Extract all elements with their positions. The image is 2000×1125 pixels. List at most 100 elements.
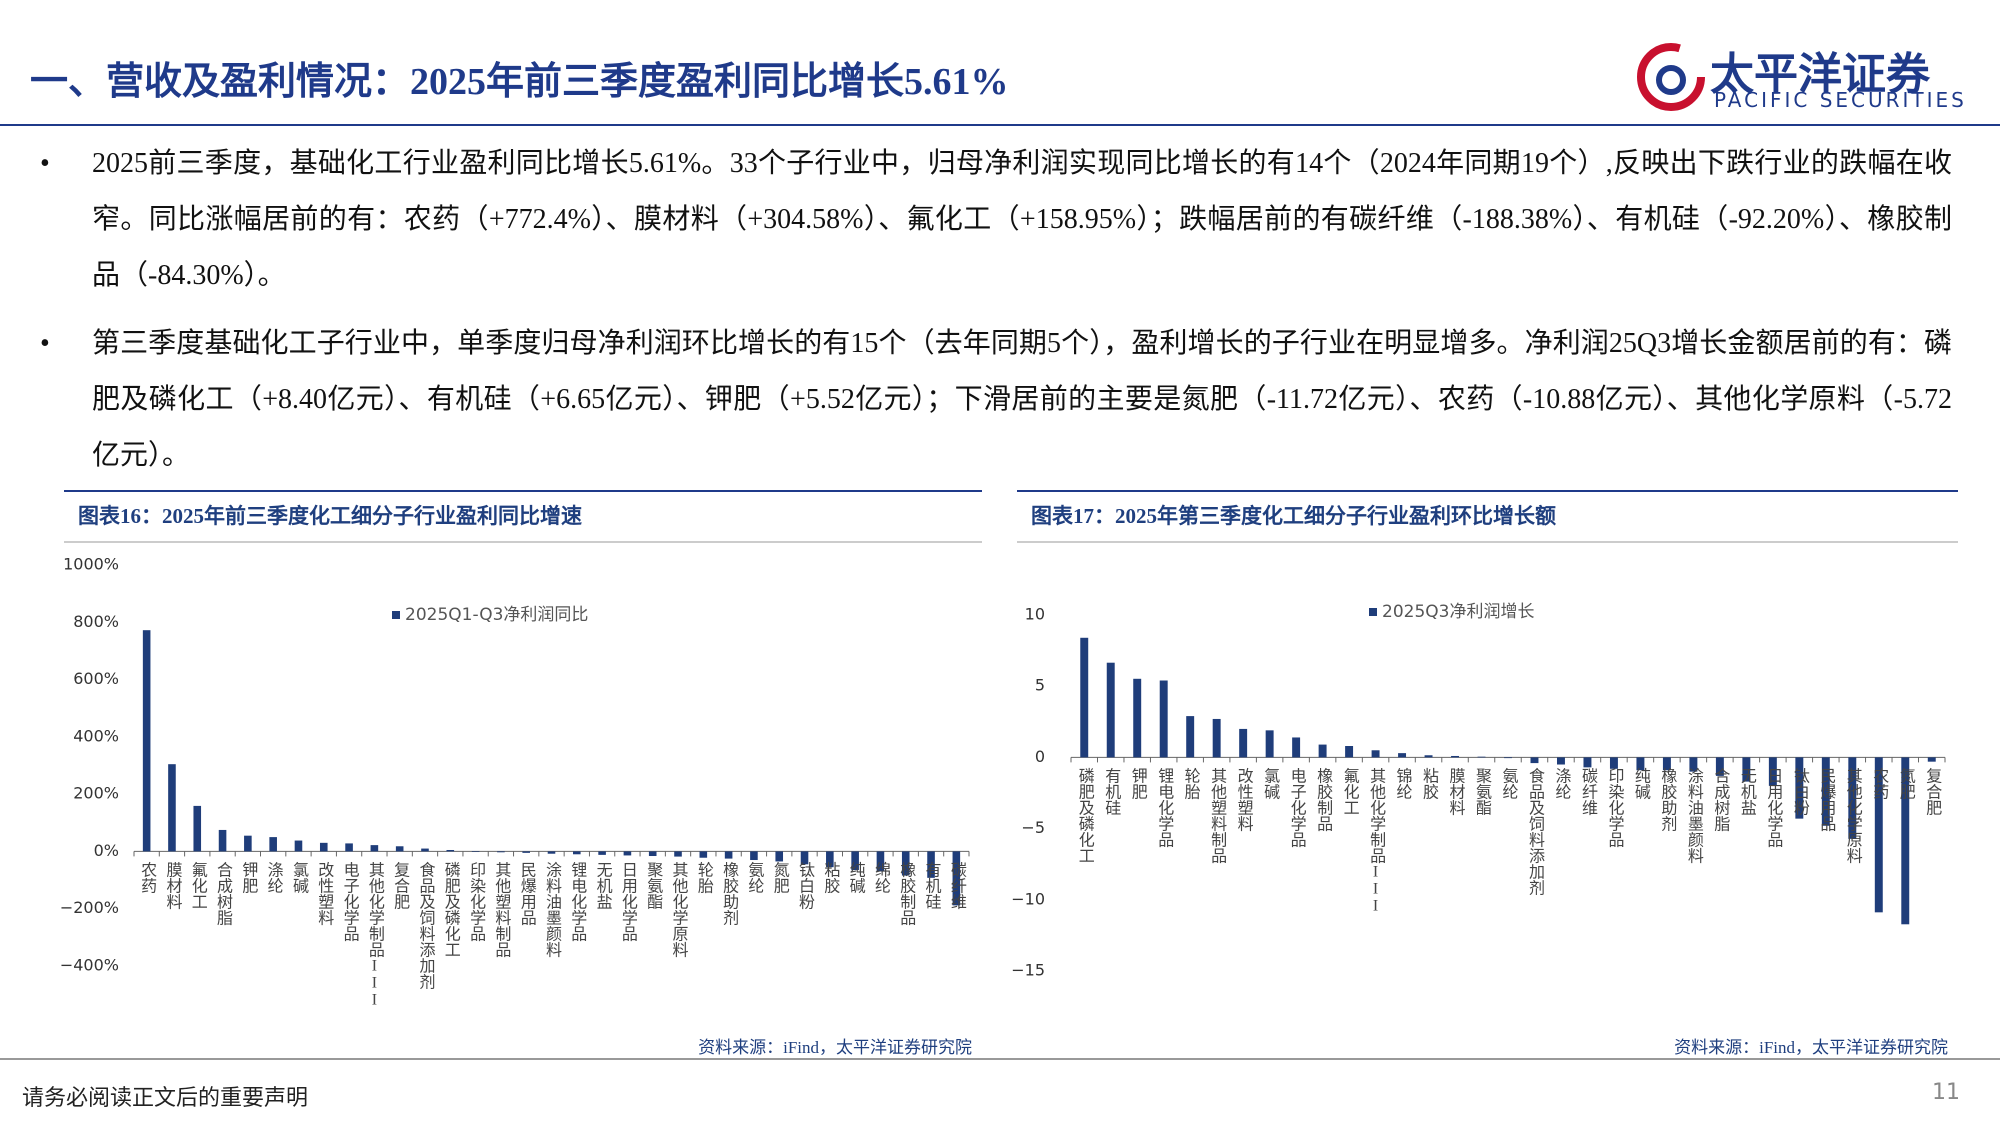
bar xyxy=(1239,728,1248,758)
x-tick-label: 有机硅 xyxy=(1102,767,1121,815)
x-tick-label: 绵纶 xyxy=(872,861,891,893)
bar xyxy=(1345,746,1354,758)
x-tick-label: 橡胶助剂 xyxy=(720,861,739,926)
bar xyxy=(1901,757,1910,925)
bar xyxy=(168,764,176,852)
x-tick-label: 磷肥及磷化工 xyxy=(1076,767,1095,863)
bar xyxy=(952,851,961,906)
bar xyxy=(800,851,809,865)
y-tick-label: −10 xyxy=(1011,889,1045,908)
bar xyxy=(1742,757,1751,782)
bullet-text: 第三季度基础化工子行业中，单季度归母净利润环比增长的有15个（去年同期5个），盈… xyxy=(92,328,1952,471)
x-tick-label: 民爆用品 xyxy=(518,861,537,925)
x-tick-label: 电子化学品 xyxy=(341,861,360,941)
bar xyxy=(1768,757,1777,786)
x-tick-label: 农药 xyxy=(138,861,157,894)
y-tick-label: −5 xyxy=(1021,818,1045,837)
bar xyxy=(851,851,859,871)
y-tick-label: 5 xyxy=(1035,676,1045,695)
bar xyxy=(1504,757,1512,759)
x-tick-label: 其他化学制品III xyxy=(1367,767,1386,914)
x-tick-label: 电子化学品 xyxy=(1288,767,1307,847)
bar xyxy=(648,851,657,857)
logo-text: 太平洋证券 xyxy=(1710,49,1930,100)
x-tick-label: 氟化工 xyxy=(189,861,208,909)
x-tick-label: 轮胎 xyxy=(1182,767,1201,800)
x-tick-label: 纯碱 xyxy=(1632,767,1651,800)
x-tick-label: 其他化学制品III xyxy=(366,861,385,1008)
bar xyxy=(1477,756,1486,758)
bar xyxy=(1636,757,1645,771)
chart-title: 图表16：2025年前三季度化工细分子行业盈利同比增速 xyxy=(78,504,582,528)
x-tick-label: 钾肥 xyxy=(239,861,258,894)
bar xyxy=(826,851,834,868)
x-tick-label: 氯碱 xyxy=(1261,767,1280,800)
bar xyxy=(1292,737,1301,758)
y-tick-label: 800% xyxy=(73,612,119,631)
x-tick-label: 膜材料 xyxy=(1447,767,1466,815)
x-tick-label: 涤纶 xyxy=(265,861,284,893)
x-tick-label: 改性塑料 xyxy=(1235,767,1254,831)
x-tick-label: 其他塑料制品 xyxy=(492,861,511,957)
x-tick-label: 纯碱 xyxy=(847,861,866,894)
y-tick-label: 0% xyxy=(94,841,119,860)
x-tick-label: 氟化工 xyxy=(1341,767,1360,815)
x-tick-label: 复合肥 xyxy=(391,861,410,910)
bar xyxy=(395,846,404,852)
x-tick-label: 钛白粉 xyxy=(796,861,815,910)
x-tick-label: 无机盐 xyxy=(594,861,613,909)
bar xyxy=(446,849,455,852)
bar xyxy=(1715,757,1724,776)
logo-icon xyxy=(1637,43,1705,111)
y-tick-label: −400% xyxy=(60,956,119,975)
x-tick-label: 粘胶 xyxy=(1420,767,1439,800)
bar xyxy=(775,851,784,862)
chart-title: 图表17：2025年第三季度化工细分子行业盈利环比增长额 xyxy=(1031,504,1556,528)
bar xyxy=(1874,757,1883,913)
disclaimer: 请务必阅读正文后的重要声明 xyxy=(22,1085,309,1110)
chart-source: 资料来源：iFind，太平洋证券研究院 xyxy=(1674,1038,1948,1057)
bar xyxy=(522,851,530,853)
bullet-text: 2025前三季度，基础化工行业盈利同比增长5.61%。33个子行业中，归母净利润… xyxy=(92,148,1952,291)
bar xyxy=(1662,757,1671,771)
bar xyxy=(1821,757,1830,826)
x-tick-label: 钛白粉 xyxy=(1791,767,1810,816)
y-tick-label: −200% xyxy=(60,898,119,917)
bar xyxy=(901,851,910,876)
x-tick-label: 食品及饲料添加剂 xyxy=(1526,767,1545,896)
bar xyxy=(218,829,227,852)
x-tick-label: 农药 xyxy=(1870,767,1889,800)
x-tick-label: 粘胶 xyxy=(821,861,840,894)
x-tick-label: 氮肥 xyxy=(1897,767,1916,800)
x-tick-label: 涂料油墨颜料 xyxy=(1685,767,1704,863)
x-tick-label: 氨纶 xyxy=(1500,767,1519,799)
x-tick-label: 钾肥 xyxy=(1129,767,1148,800)
bar xyxy=(471,851,480,853)
bar xyxy=(497,851,505,853)
x-tick-label: 磷肥及磷化工 xyxy=(442,861,461,957)
x-tick-label: 日用化学品 xyxy=(1764,767,1783,847)
y-tick-label: 10 xyxy=(1025,605,1045,624)
bar xyxy=(750,851,758,861)
bar xyxy=(193,805,202,852)
bar xyxy=(142,630,151,852)
y-tick-label: 400% xyxy=(73,726,119,745)
x-tick-label: 碳纤维 xyxy=(948,861,967,909)
x-tick-label: 橡胶制品 xyxy=(897,861,916,925)
bar xyxy=(1133,678,1142,758)
bar xyxy=(1530,757,1539,764)
bar xyxy=(319,842,328,852)
bar xyxy=(724,851,733,859)
bar xyxy=(573,851,581,855)
footer-rule xyxy=(0,1058,2000,1060)
x-tick-label: 氨纶 xyxy=(745,861,764,893)
x-tick-label: 有机硅 xyxy=(923,861,942,909)
bar xyxy=(1689,757,1698,772)
bar xyxy=(1212,718,1221,758)
y-tick-label: 1000% xyxy=(63,555,119,574)
x-tick-label: 锦纶 xyxy=(1394,767,1413,799)
bar xyxy=(876,851,885,872)
bar xyxy=(699,851,708,858)
bar xyxy=(1159,680,1168,758)
